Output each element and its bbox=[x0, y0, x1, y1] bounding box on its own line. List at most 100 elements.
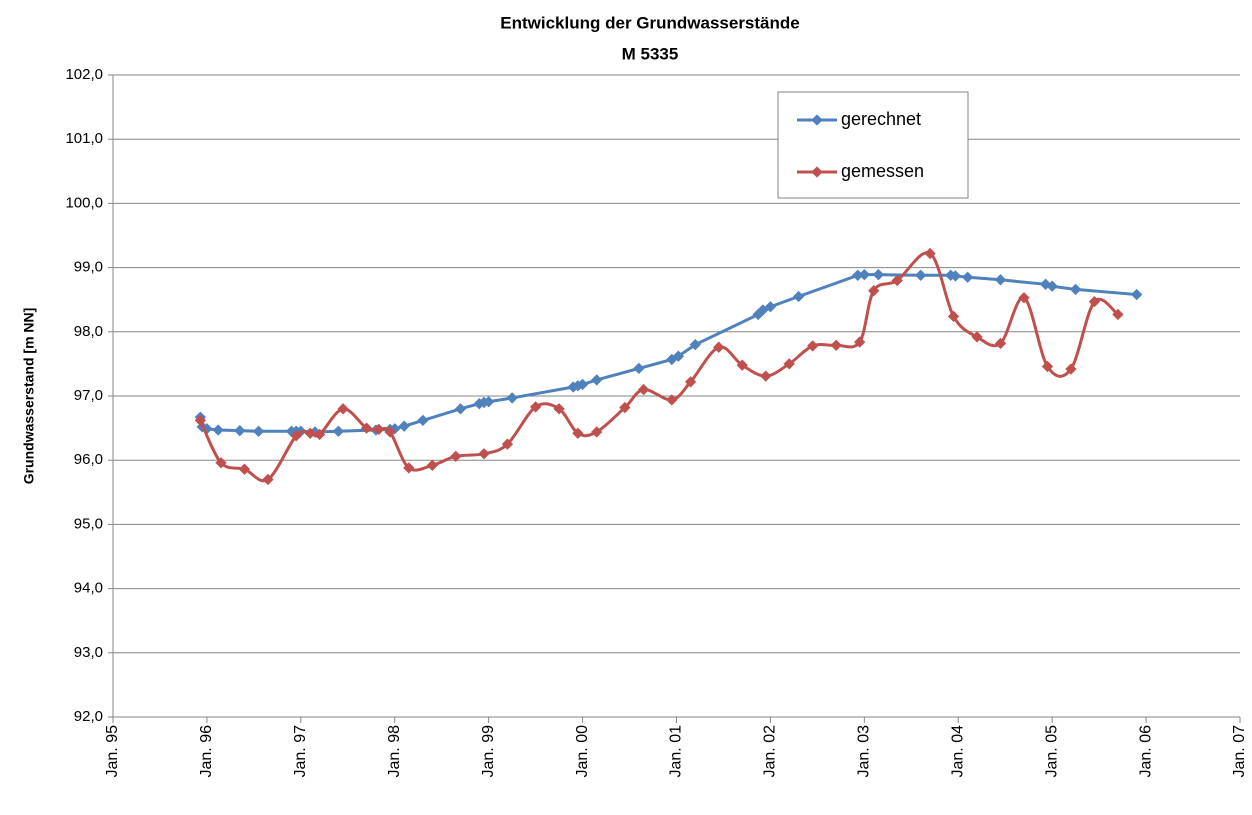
x-tick-label: Jan. 07 bbox=[1231, 725, 1248, 778]
data-point bbox=[1131, 288, 1143, 301]
data-point bbox=[760, 370, 772, 382]
data-point bbox=[553, 403, 565, 415]
data-point bbox=[713, 341, 725, 353]
y-tick-label: 96,0 bbox=[74, 451, 103, 468]
data-point bbox=[689, 338, 701, 351]
data-point bbox=[949, 270, 962, 282]
data-point bbox=[591, 426, 603, 438]
y-tick-label: 95,0 bbox=[74, 515, 103, 532]
data-point bbox=[398, 420, 410, 432]
data-point bbox=[238, 463, 251, 475]
data-point bbox=[304, 427, 316, 439]
y-tick-label: 99,0 bbox=[74, 259, 103, 276]
data-point bbox=[290, 430, 302, 442]
x-tick-label: Jan. 06 bbox=[1137, 725, 1154, 778]
x-tick-label: Jan. 96 bbox=[198, 725, 215, 778]
y-tick-label: 98,0 bbox=[74, 323, 103, 340]
data-point bbox=[576, 378, 589, 391]
data-point bbox=[1069, 283, 1082, 296]
data-point bbox=[450, 450, 462, 463]
data-point bbox=[684, 376, 697, 388]
data-point bbox=[637, 383, 650, 396]
x-tick-label: Jan. 00 bbox=[574, 725, 591, 778]
data-point bbox=[853, 336, 866, 348]
data-point bbox=[764, 301, 777, 313]
x-tick-label: Jan. 02 bbox=[762, 725, 779, 778]
data-point bbox=[478, 448, 490, 460]
y-tick-label: 102,0 bbox=[65, 66, 103, 83]
data-point bbox=[971, 331, 983, 343]
x-tick-label: Jan. 05 bbox=[1043, 725, 1060, 778]
data-point bbox=[313, 428, 326, 441]
data-point bbox=[947, 310, 960, 323]
legend-label: gemessen bbox=[841, 161, 924, 181]
data-point bbox=[212, 424, 224, 436]
data-point bbox=[426, 459, 438, 471]
data-point bbox=[262, 473, 274, 486]
data-point bbox=[672, 350, 685, 362]
y-tick-label: 97,0 bbox=[74, 387, 103, 404]
data-point bbox=[252, 425, 265, 437]
data-point bbox=[506, 392, 518, 404]
data-point bbox=[501, 438, 514, 450]
data-point bbox=[633, 362, 645, 375]
x-tick-label: Jan. 03 bbox=[856, 725, 873, 778]
x-tick-label: Jan. 98 bbox=[386, 725, 403, 778]
y-axis-label: Grundwasserstand [m NN] bbox=[21, 308, 37, 485]
data-point bbox=[384, 426, 396, 438]
data-point bbox=[483, 396, 495, 408]
data-point bbox=[868, 285, 880, 297]
series-line bbox=[198, 251, 1119, 483]
data-point bbox=[572, 427, 584, 439]
chart-subtitle: M 5335 bbox=[622, 44, 679, 63]
data-point bbox=[215, 457, 227, 469]
data-point bbox=[891, 274, 903, 287]
chart-title: Entwicklung der Grundwasserstände bbox=[500, 13, 799, 32]
data-point bbox=[332, 425, 345, 437]
data-point bbox=[783, 358, 795, 370]
y-tick-label: 93,0 bbox=[74, 644, 103, 661]
data-point bbox=[373, 423, 385, 436]
data-point bbox=[619, 401, 631, 414]
x-tick-label: Jan. 97 bbox=[292, 725, 309, 778]
data-point bbox=[1046, 280, 1058, 292]
data-point bbox=[194, 414, 206, 427]
data-point bbox=[924, 247, 936, 260]
data-point bbox=[1065, 363, 1077, 375]
data-point bbox=[994, 274, 1007, 286]
data-point bbox=[529, 401, 542, 413]
y-tick-label: 101,0 bbox=[65, 130, 103, 147]
y-tick-label: 94,0 bbox=[74, 580, 103, 597]
data-point bbox=[360, 422, 373, 434]
data-point bbox=[807, 340, 819, 352]
data-point bbox=[417, 414, 429, 427]
x-tick-label: Jan. 01 bbox=[668, 725, 685, 778]
legend-label: gerechnet bbox=[841, 109, 921, 129]
data-point bbox=[1018, 292, 1030, 304]
data-point bbox=[666, 394, 678, 406]
data-point bbox=[961, 271, 974, 283]
data-point bbox=[1088, 295, 1101, 308]
data-point bbox=[403, 462, 415, 474]
y-tick-label: 100,0 bbox=[65, 194, 103, 211]
data-point bbox=[872, 269, 885, 281]
x-tick-label: Jan. 99 bbox=[480, 725, 497, 778]
data-point bbox=[1112, 308, 1124, 321]
data-point bbox=[736, 359, 748, 371]
data-point bbox=[858, 269, 870, 281]
data-point bbox=[454, 403, 467, 415]
data-point bbox=[591, 374, 603, 386]
data-point bbox=[1041, 360, 1054, 373]
data-point bbox=[994, 337, 1007, 350]
y-tick-label: 92,0 bbox=[74, 708, 103, 725]
data-point bbox=[830, 339, 842, 351]
legend-box bbox=[777, 91, 969, 199]
x-tick-label: Jan. 95 bbox=[104, 725, 121, 778]
data-point bbox=[852, 269, 864, 281]
x-tick-label: Jan. 04 bbox=[949, 725, 966, 778]
data-point bbox=[792, 290, 805, 303]
data-point bbox=[234, 425, 246, 437]
legend-marker bbox=[811, 166, 823, 178]
data-point bbox=[915, 269, 927, 281]
